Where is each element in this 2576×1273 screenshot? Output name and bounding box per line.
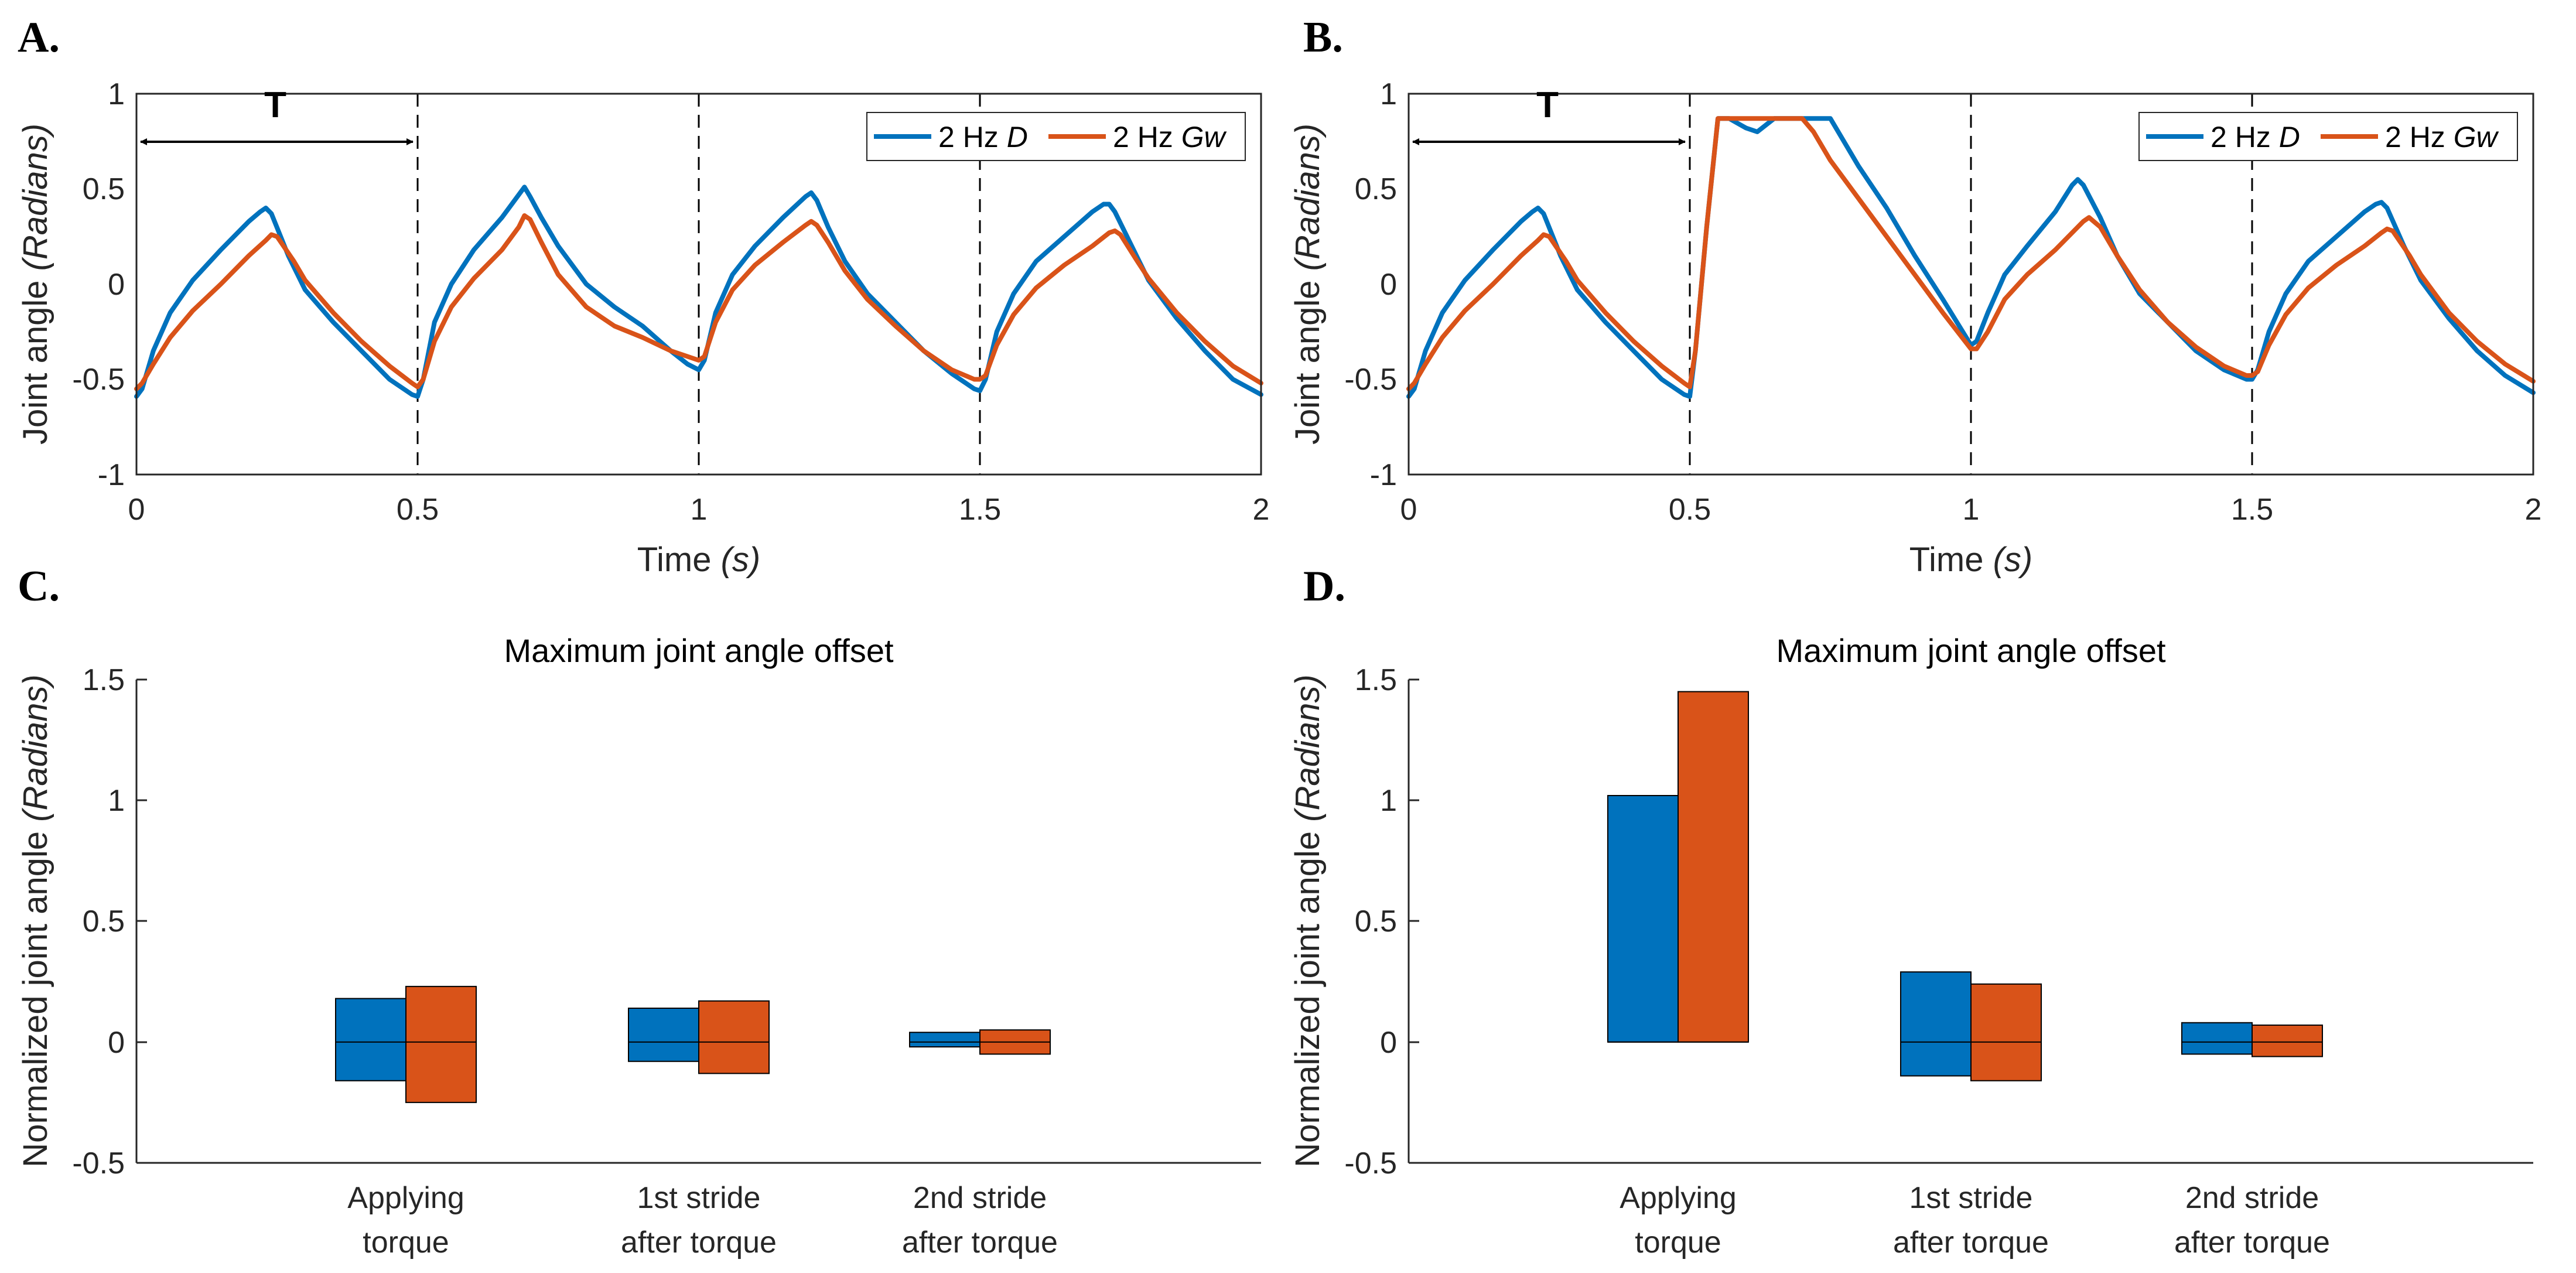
panel-c-label: C. xyxy=(18,562,60,610)
y-tick: -0.5 xyxy=(72,363,125,397)
bar-gw xyxy=(405,985,477,1103)
bar-d xyxy=(335,998,406,1081)
x-tick: 0 xyxy=(1400,493,1417,527)
bar-gw xyxy=(1678,691,1749,1043)
chart-title: Maximum joint angle offset xyxy=(1776,632,2165,669)
category-label: 1st stride xyxy=(1909,1181,2033,1215)
category-label: torque xyxy=(1635,1226,1721,1260)
bars xyxy=(335,985,1051,1103)
series-lines xyxy=(134,185,1263,399)
y-tick: 0.5 xyxy=(1355,905,1397,938)
category-label: 1st stride xyxy=(637,1181,761,1215)
x-tick: 0 xyxy=(128,493,145,527)
period-label: T xyxy=(264,85,286,125)
category-label: 2nd stride xyxy=(913,1181,1047,1215)
y-tick: -1 xyxy=(1370,458,1397,492)
legend-label-d: 2 Hz D xyxy=(2211,121,2300,153)
bars xyxy=(1607,691,2323,1081)
series-2hz-d xyxy=(1406,116,2536,399)
category-label: after torque xyxy=(621,1226,777,1260)
y-tick: -1 xyxy=(98,458,125,492)
panel-d: D. Maximum joint angle offset 1.5 1 0.5 … xyxy=(1289,562,2533,1260)
panel-a: A. 0 0.5 1 1.5 2 1 0.5 0 -0.5 -1 Time (s… xyxy=(16,13,1269,579)
x-ticks: 0 0.5 1 1.5 2 xyxy=(128,493,1270,527)
y-tick: 0 xyxy=(108,268,125,302)
bar-d xyxy=(2181,1022,2253,1055)
y-tick: 1 xyxy=(108,784,125,818)
y-tick: 1.5 xyxy=(83,663,125,697)
panel-a-label: A. xyxy=(18,13,60,62)
y-tick: 0 xyxy=(1380,268,1397,302)
y-tick: 1 xyxy=(1380,77,1397,111)
y-tick: 0 xyxy=(1380,1026,1397,1060)
x-tick: 1 xyxy=(691,493,708,527)
legend: 2 Hz D 2 Hz Gw xyxy=(2138,112,2518,161)
y-tick: 1 xyxy=(1380,784,1397,818)
series-2hz-gw xyxy=(1406,116,2536,391)
plot-area xyxy=(1407,93,2534,476)
x-axis-label: Time (s) xyxy=(637,541,761,579)
bar-gw xyxy=(1970,983,2042,1081)
x-ticks: 0 0.5 1 1.5 2 xyxy=(1400,493,2542,527)
legend-label-d: 2 Hz D xyxy=(938,121,1028,153)
plot-area xyxy=(135,93,1262,476)
y-axis-label: Normalized joint angle (Radians) xyxy=(16,674,54,1167)
y-tick: 1.5 xyxy=(1355,663,1397,697)
bar-d xyxy=(1900,971,1972,1077)
category-label: Applying xyxy=(1620,1181,1736,1215)
bar-gw xyxy=(2252,1024,2323,1057)
series-lines xyxy=(1406,116,2536,399)
series-2hz-gw xyxy=(134,213,1263,391)
x-tick: 1.5 xyxy=(2231,493,2273,527)
x-tick: 0.5 xyxy=(397,493,439,527)
x-tick: 1 xyxy=(1963,493,1980,527)
series-2hz-d xyxy=(134,185,1263,399)
panel-d-label: D. xyxy=(1303,562,1345,610)
chart-title: Maximum joint angle offset xyxy=(504,632,893,669)
panel-b: B. 0 0.5 1 1.5 2 1 0.5 0 -0.5 -1 Time (s… xyxy=(1289,13,2541,579)
bar-d xyxy=(1607,795,1679,1043)
category-label: 2nd stride xyxy=(2185,1181,2319,1215)
panel-b-label: B. xyxy=(1303,13,1343,62)
category-label: after torque xyxy=(1893,1226,2049,1260)
y-axis-label: Joint angle (Radians) xyxy=(16,124,54,445)
y-ticks: 1.5 1 0.5 0 -0.5 xyxy=(1344,663,1419,1180)
period-label: T xyxy=(1536,85,1559,125)
y-tick: 0 xyxy=(108,1026,125,1060)
legend: 2 Hz D 2 Hz Gw xyxy=(866,112,1246,161)
y-tick: -0.5 xyxy=(1344,1146,1397,1180)
category-label: after torque xyxy=(902,1226,1058,1260)
bar-gw xyxy=(698,1000,770,1074)
legend-label-gw: 2 Hz Gw xyxy=(1113,121,1227,153)
panel-c: C. Maximum joint angle offset 1.5 1 0.5 … xyxy=(16,562,1261,1260)
y-tick: 0.5 xyxy=(83,172,125,206)
x-tick: 1.5 xyxy=(959,493,1001,527)
y-tick: -0.5 xyxy=(72,1146,125,1180)
legend-label-gw: 2 Hz Gw xyxy=(2385,121,2499,153)
bar-d xyxy=(628,1008,699,1062)
x-tick-labels: Applying torque 1st stride after torque … xyxy=(1620,1181,2330,1260)
y-axis-label: Normalized joint angle (Radians) xyxy=(1289,674,1327,1167)
category-label: Applying xyxy=(347,1181,464,1215)
y-ticks: 1 0.5 0 -0.5 -1 xyxy=(1344,77,1397,492)
x-axis-label: Time (s) xyxy=(1909,541,2033,579)
y-ticks: 1.5 1 0.5 0 -0.5 xyxy=(72,663,147,1180)
y-tick: 1 xyxy=(108,77,125,111)
y-axis-label: Joint angle (Radians) xyxy=(1289,124,1327,445)
x-tick: 2 xyxy=(1253,493,1270,527)
bar-d xyxy=(909,1032,980,1047)
x-tick: 2 xyxy=(2525,493,2542,527)
category-label: torque xyxy=(363,1226,449,1260)
y-tick: 0.5 xyxy=(83,905,125,938)
y-tick: -0.5 xyxy=(1344,363,1397,397)
y-tick: 0.5 xyxy=(1355,172,1397,206)
x-tick: 0.5 xyxy=(1669,493,1711,527)
x-tick-labels: Applying torque 1st stride after torque … xyxy=(347,1181,1058,1260)
category-label: after torque xyxy=(2174,1226,2330,1260)
y-ticks: 1 0.5 0 -0.5 -1 xyxy=(72,77,125,492)
